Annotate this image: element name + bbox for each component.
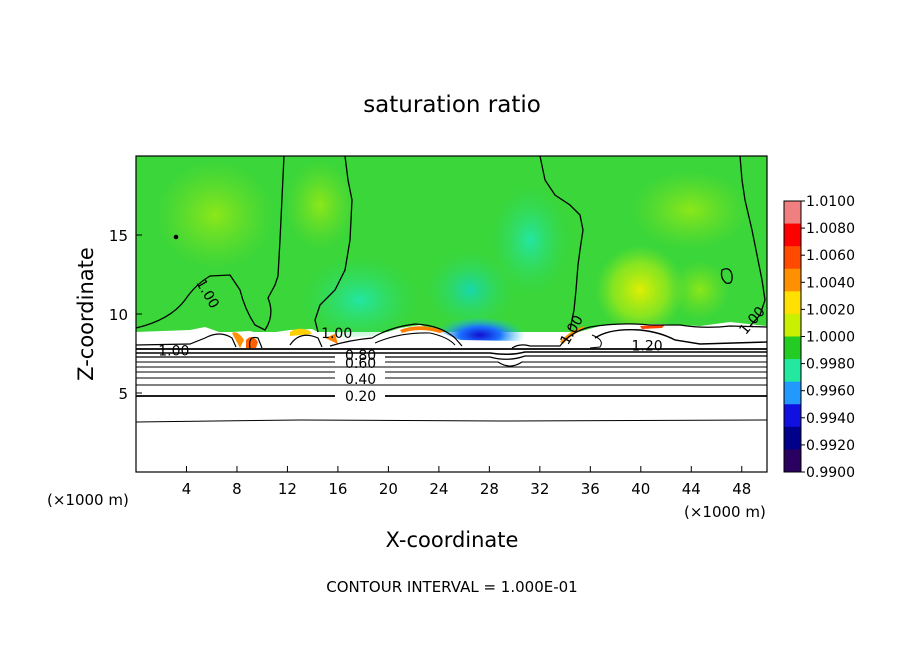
- colorbar-label: 1.0040: [806, 275, 855, 291]
- x-tick-label: 16: [328, 480, 347, 498]
- colorbar-swatch: [784, 291, 801, 315]
- contour-label: 1.20: [632, 339, 663, 355]
- x-tick-label: 40: [631, 480, 650, 498]
- cloud-outline: [594, 328, 767, 345]
- heatmap-blob: [300, 255, 420, 345]
- contour-line-1.00: [739, 156, 766, 327]
- colorbar-label: 1.0060: [806, 248, 855, 264]
- y-tick-label: 15: [109, 227, 128, 245]
- x-tick-label: 36: [581, 480, 600, 498]
- contour-interval-note: CONTOUR INTERVAL = 1.000E-01: [326, 578, 577, 596]
- colorbar-label: 1.0100: [806, 194, 855, 210]
- cloud-region: [136, 322, 767, 352]
- x-tick-label: 32: [530, 480, 549, 498]
- x-tick-label: 12: [278, 480, 297, 498]
- x-tick-label: 8: [232, 480, 242, 498]
- colorbar-label: 1.0020: [806, 302, 855, 318]
- contour-label: 1.00: [321, 326, 352, 342]
- contour-line-0.60: [136, 361, 767, 367]
- y-tick-label: 10: [109, 306, 128, 324]
- contour-label: 0.60: [345, 356, 376, 372]
- colorbar-label: 0.9940: [806, 411, 855, 427]
- colorbar-swatch: [784, 359, 801, 383]
- contour-line-1.00: [314, 156, 353, 333]
- colorbar-swatch: [784, 381, 801, 405]
- colorbar-label: 1.0000: [806, 330, 855, 346]
- y-tick-label: 5: [118, 385, 128, 403]
- heatmap-blob: [670, 260, 730, 320]
- contour-line-1.00: [136, 156, 285, 331]
- x-tick-label: 48: [732, 480, 751, 498]
- heatmap-field: [136, 156, 767, 472]
- colorbar-swatch: [784, 336, 801, 360]
- colorbar: 1.0100 1.0080 1.0060 1.0040 1.0020 1.0000 0.99…: [783, 194, 855, 481]
- x-tick-label: 44: [682, 480, 701, 498]
- x-tick-label: 24: [429, 480, 448, 498]
- heatmap-blob: [285, 160, 355, 250]
- y-axis-label: Z-coordinate: [74, 247, 98, 381]
- colorbar-swatch: [784, 201, 801, 225]
- cloud-edge: [290, 328, 312, 336]
- contour-label: 1.00: [158, 343, 189, 359]
- contour-label: 0.20: [345, 389, 376, 405]
- heatmap-blob: [490, 185, 570, 295]
- contour-line-1.00: [720, 268, 733, 284]
- contour-line: [136, 351, 767, 356]
- cloud-edge: [232, 332, 244, 348]
- contour-line-0.80: [136, 355, 767, 360]
- x-axis: 4 8 12 16 20 24 28 32 36 40 44 48: [182, 466, 751, 498]
- chart-title: saturation ratio: [363, 92, 541, 118]
- x-tick-label: 20: [379, 480, 398, 498]
- colorbar-swatch: [784, 313, 801, 337]
- cloud-edge: [246, 336, 258, 348]
- heatmap-blob: [155, 160, 275, 270]
- cloud-outline: [589, 323, 767, 328]
- heatmap-blob: [425, 250, 515, 330]
- colorbar-swatch: [784, 404, 801, 428]
- colorbar-label: 1.0080: [806, 221, 855, 237]
- contour-lines: [136, 156, 767, 423]
- cloud-outline: [136, 333, 263, 349]
- contour-label: 0.80: [345, 348, 376, 364]
- cloud-outline: [589, 334, 602, 349]
- x-tick-label: 28: [480, 480, 499, 498]
- colorbar-swatch: [784, 246, 801, 270]
- colorbar-swatch: [784, 268, 801, 292]
- colorbar-swatch: [784, 223, 801, 247]
- heatmap-blob: [630, 170, 750, 250]
- colorbar-label: 0.9980: [806, 357, 855, 373]
- cloud-outline: [289, 323, 591, 349]
- y-axis-unit-label: (×1000 m): [47, 491, 129, 509]
- cloud-outline: [374, 332, 456, 346]
- colorbar-label: 0.9920: [806, 438, 855, 454]
- x-axis-label: X-coordinate: [386, 528, 519, 552]
- cloud-edge: [325, 334, 338, 344]
- colorbar-swatch: [784, 449, 801, 473]
- cloud-edge: [640, 325, 665, 329]
- contour-line-1.00: [539, 156, 584, 331]
- contour-line: [136, 419, 767, 423]
- x-axis-unit-label: (×1000 m): [684, 503, 766, 521]
- contour-dot: [173, 234, 179, 240]
- x-tick-label: 4: [182, 480, 192, 498]
- heatmap-blob: [595, 245, 685, 335]
- contour-label: 0.40: [345, 372, 376, 388]
- y-axis: 5 10 15: [109, 227, 142, 403]
- cloud-edge: [400, 326, 445, 333]
- colorbar-label: 0.9960: [806, 384, 855, 400]
- colorbar-label: 0.9900: [806, 465, 855, 481]
- colorbar-swatch: [784, 426, 801, 450]
- lower-stratified-region: [136, 352, 767, 472]
